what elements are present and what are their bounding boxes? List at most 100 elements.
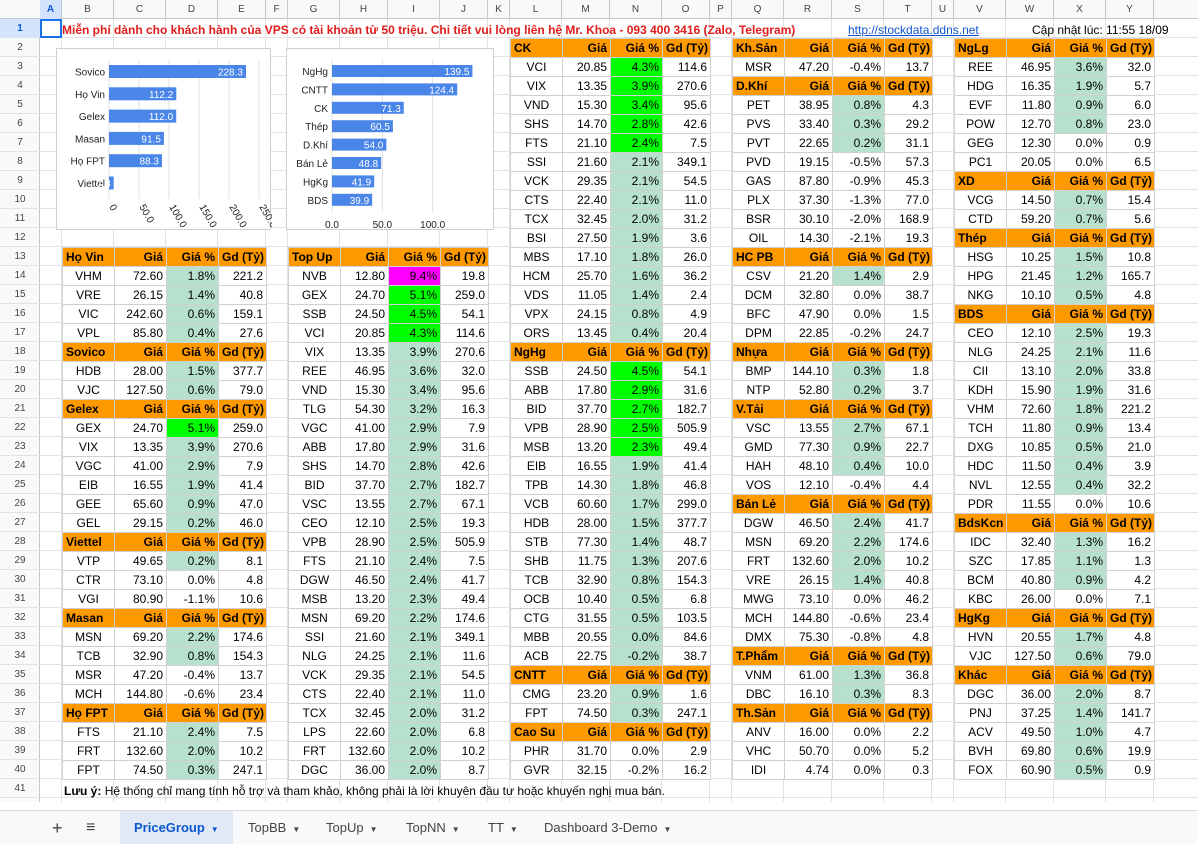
price-cell[interactable]: 19.15 (784, 152, 833, 172)
price-cell[interactable]: 14.50 (1006, 190, 1055, 210)
price-cell[interactable]: 32.90 (562, 570, 611, 590)
row-header-18[interactable]: 18 (0, 342, 40, 361)
symbol-cell[interactable]: ACV (954, 722, 1007, 742)
value-cell[interactable]: 20.4 (662, 323, 711, 343)
row-header-4[interactable]: 4 (0, 76, 40, 95)
value-cell[interactable]: 159.1 (218, 304, 267, 324)
value-cell[interactable]: 32.2 (1106, 475, 1155, 495)
price-cell[interactable]: 73.10 (784, 589, 833, 609)
price-cell[interactable]: 144.80 (784, 608, 833, 628)
change-cell[interactable]: 1.3% (1054, 532, 1107, 552)
price-cell[interactable]: 14.30 (784, 228, 833, 248)
column-header-R[interactable]: R (784, 0, 832, 19)
value-cell[interactable]: 95.6 (662, 95, 711, 115)
change-cell[interactable]: 2.9% (610, 380, 663, 400)
value-cell[interactable]: 10.8 (1106, 247, 1155, 267)
price-cell[interactable]: 80.90 (114, 589, 167, 609)
symbol-cell[interactable]: PNJ (954, 703, 1007, 723)
change-cell[interactable]: 1.6% (610, 266, 663, 286)
row-header-14[interactable]: 14 (0, 266, 40, 285)
symbol-cell[interactable]: IDC (954, 532, 1007, 552)
change-cell[interactable]: 2.5% (610, 418, 663, 438)
symbol-cell[interactable]: TCH (954, 418, 1007, 438)
price-cell[interactable]: 50.70 (784, 741, 833, 761)
value-cell[interactable]: 3.6 (662, 228, 711, 248)
change-cell[interactable]: 2.5% (388, 513, 441, 533)
price-cell[interactable]: 74.50 (114, 760, 167, 780)
symbol-cell[interactable]: GEX (288, 285, 341, 305)
symbol-cell[interactable]: VCI (288, 323, 341, 343)
change-cell[interactable]: 0.0% (166, 570, 219, 590)
value-cell[interactable]: 19.9 (1106, 741, 1155, 761)
price-cell[interactable]: 10.85 (1006, 437, 1055, 457)
column-header-C[interactable]: C (114, 0, 166, 19)
value-cell[interactable]: 4.8 (1106, 285, 1155, 305)
row-header-41[interactable]: 41 (0, 779, 40, 798)
value-cell[interactable]: 19.3 (440, 513, 489, 533)
symbol-cell[interactable]: SZC (954, 551, 1007, 571)
value-cell[interactable]: 84.6 (662, 627, 711, 647)
symbol-cell[interactable]: DGW (288, 570, 341, 590)
row-header-17[interactable]: 17 (0, 323, 40, 342)
group-name-cell[interactable]: BdsKcn (954, 513, 1007, 533)
price-cell[interactable]: 11.75 (562, 551, 611, 571)
value-cell[interactable]: 11.6 (1106, 342, 1155, 362)
price-cell[interactable]: 16.55 (562, 456, 611, 476)
symbol-cell[interactable]: CTS (288, 684, 341, 704)
column-label-cell[interactable]: Giá (1006, 665, 1055, 685)
group-name-cell[interactable]: Khác (954, 665, 1007, 685)
change-cell[interactable]: 0.3% (832, 361, 885, 381)
price-cell[interactable]: 17.80 (562, 380, 611, 400)
symbol-cell[interactable]: BCM (954, 570, 1007, 590)
column-label-cell[interactable]: Gd (Tỷ) (218, 247, 267, 267)
price-cell[interactable]: 37.25 (1006, 703, 1055, 723)
change-cell[interactable]: 0.3% (832, 684, 885, 704)
all-sheets-menu-icon[interactable]: ≡ (86, 819, 96, 836)
column-label-cell[interactable]: Giá % (610, 665, 663, 685)
symbol-cell[interactable]: VIX (62, 437, 115, 457)
change-cell[interactable]: 2.8% (610, 114, 663, 134)
change-cell[interactable]: 0.0% (1054, 133, 1107, 153)
symbol-cell[interactable]: VPX (510, 304, 563, 324)
change-cell[interactable]: 2.1% (388, 646, 441, 666)
change-cell[interactable]: 2.9% (388, 437, 441, 457)
symbol-cell[interactable]: FRT (62, 741, 115, 761)
symbol-cell[interactable]: GEL (62, 513, 115, 533)
price-cell[interactable]: 37.30 (784, 190, 833, 210)
change-cell[interactable]: 2.1% (388, 684, 441, 704)
change-cell[interactable]: 0.0% (610, 627, 663, 647)
price-cell[interactable]: 22.85 (784, 323, 833, 343)
value-cell[interactable]: 3.9 (1106, 456, 1155, 476)
symbol-cell[interactable]: MWG (732, 589, 785, 609)
price-cell[interactable]: 25.70 (562, 266, 611, 286)
symbol-cell[interactable]: BSR (732, 209, 785, 229)
column-label-cell[interactable]: Gd (Tỷ) (884, 38, 933, 58)
value-cell[interactable]: 38.7 (662, 646, 711, 666)
change-cell[interactable]: 1.3% (610, 551, 663, 571)
change-cell[interactable]: 0.5% (1054, 437, 1107, 457)
price-cell[interactable]: 12.30 (1006, 133, 1055, 153)
price-cell[interactable]: 75.30 (784, 627, 833, 647)
row-header-39[interactable]: 39 (0, 741, 40, 760)
value-cell[interactable]: 2.2 (884, 722, 933, 742)
price-cell[interactable]: 127.50 (114, 380, 167, 400)
column-label-cell[interactable]: Gd (Tỷ) (218, 703, 267, 723)
value-cell[interactable]: 8.7 (1106, 684, 1155, 704)
value-cell[interactable]: 27.6 (218, 323, 267, 343)
column-label-cell[interactable]: Giá (784, 342, 833, 362)
column-label-cell[interactable]: Giá (340, 247, 389, 267)
column-header-A[interactable]: A (40, 0, 62, 19)
value-cell[interactable]: 270.6 (662, 76, 711, 96)
symbol-cell[interactable]: VPL (62, 323, 115, 343)
value-cell[interactable]: 49.4 (440, 589, 489, 609)
price-cell[interactable]: 242.60 (114, 304, 167, 324)
column-label-cell[interactable]: Gd (Tỷ) (1106, 38, 1155, 58)
symbol-cell[interactable]: VCI (510, 57, 563, 77)
symbol-cell[interactable]: HVN (954, 627, 1007, 647)
change-cell[interactable]: 1.8% (610, 475, 663, 495)
value-cell[interactable]: 2.9 (662, 741, 711, 761)
symbol-cell[interactable]: NVB (288, 266, 341, 286)
group-name-cell[interactable]: Top Up (288, 247, 341, 267)
symbol-cell[interactable]: CII (954, 361, 1007, 381)
change-cell[interactable]: 0.0% (1054, 494, 1107, 514)
